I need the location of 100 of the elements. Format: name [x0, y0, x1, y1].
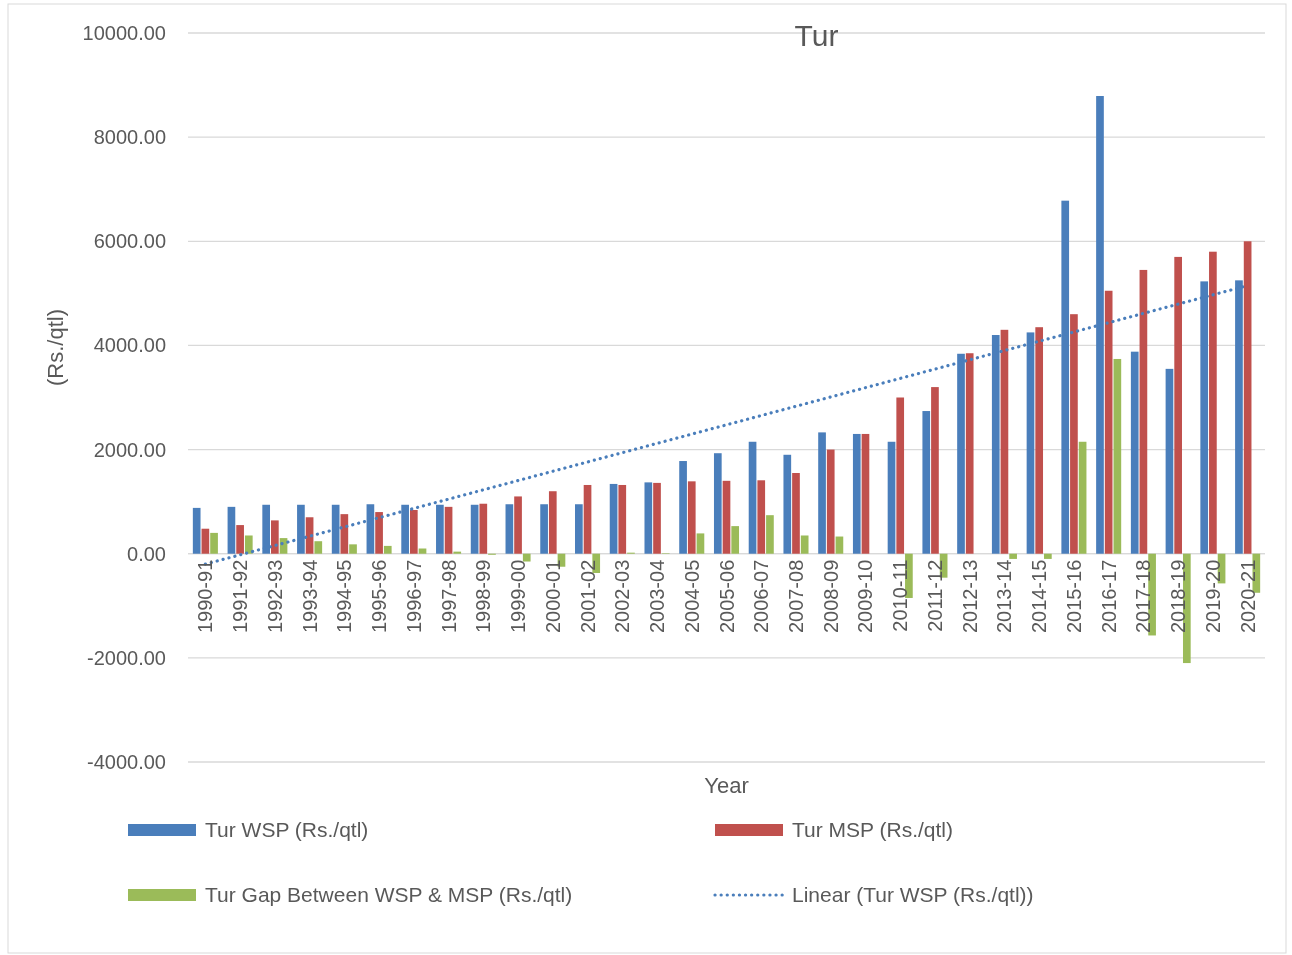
bar [210, 532, 218, 554]
bar [713, 453, 722, 554]
bar [887, 441, 896, 554]
x-tick-label: 2019-20 [1201, 559, 1224, 634]
y-tick-label: 6000.00 [93, 230, 166, 253]
x-tick-label: 1996-97 [402, 559, 425, 634]
x-tick-label: 1997-98 [437, 559, 460, 634]
bar [383, 545, 392, 554]
bar [1035, 327, 1044, 554]
y-tick-label: 2000.00 [93, 438, 166, 461]
bar [401, 504, 409, 554]
x-tick-label: 2000-01 [541, 559, 564, 634]
x-tick-label: 2007-08 [784, 559, 807, 634]
bar [800, 535, 809, 554]
x-tick-label: 1999-00 [507, 559, 530, 634]
chart-title: Tur [794, 19, 839, 52]
legend-label: Tur WSP (Rs./qtl) [205, 818, 369, 842]
bar [1009, 553, 1017, 559]
legend-label: Tur Gap Between WSP & MSP (Rs./qtl) [205, 883, 573, 907]
x-tick-label: 2006-07 [750, 559, 773, 634]
bar [1174, 256, 1182, 554]
bar [818, 432, 826, 554]
x-tick-label: 1994-95 [333, 559, 356, 634]
x-tick-label: 2005-06 [715, 559, 738, 634]
bar [1000, 329, 1009, 554]
bar [297, 504, 305, 554]
bar [366, 504, 375, 554]
bar [227, 506, 236, 554]
bar [644, 482, 653, 554]
x-tick-label: 1990-91 [194, 559, 217, 634]
bar [1104, 290, 1113, 554]
bar [583, 484, 592, 554]
bar [731, 526, 740, 554]
bar [766, 515, 774, 554]
x-tick-label: 1992-93 [263, 559, 286, 634]
bar [470, 504, 479, 554]
bar [540, 504, 548, 554]
bar [1165, 368, 1174, 554]
bar [548, 491, 557, 554]
bar [1026, 332, 1035, 554]
bar [1070, 314, 1078, 554]
bar [835, 536, 844, 554]
x-tick-label: 2009-10 [854, 559, 877, 634]
bar [192, 507, 201, 554]
bar [1078, 441, 1087, 554]
bar [679, 461, 687, 554]
bar [1139, 269, 1148, 554]
x-tick-label: 2001-02 [576, 559, 599, 634]
bar [965, 353, 974, 554]
x-tick-label: 2016-17 [1097, 559, 1120, 634]
y-tick-label: 10000.00 [82, 22, 166, 44]
x-tick-label: 2002-03 [611, 559, 634, 634]
bar [236, 525, 244, 554]
x-tick-label: 2010-11 [889, 559, 912, 632]
x-axis-title: Year [704, 773, 749, 798]
x-tick-label: 2011-12 [923, 559, 946, 632]
x-tick-label: 2018-19 [1167, 559, 1190, 634]
x-tick-label: 2004-05 [680, 559, 703, 634]
bar [271, 520, 279, 554]
bar [757, 480, 766, 554]
bar [957, 353, 965, 554]
bar [349, 544, 357, 554]
bar [575, 504, 583, 554]
x-tick-label: 2017-18 [1132, 559, 1155, 634]
bar [244, 535, 253, 554]
bar [653, 482, 661, 554]
bar [696, 533, 705, 554]
x-tick-label: 2008-09 [819, 559, 842, 634]
bar [792, 473, 800, 554]
bar [444, 506, 453, 554]
x-tick-label: 2013-14 [993, 559, 1016, 634]
bar [991, 335, 1000, 554]
y-tick-label: -4000.00 [87, 751, 166, 773]
legend-label: Tur MSP (Rs./qtl) [792, 818, 954, 842]
bar [514, 496, 522, 554]
bar [505, 504, 514, 554]
bar [783, 454, 792, 554]
bar [931, 387, 939, 554]
bar [409, 509, 418, 554]
bar [262, 504, 271, 554]
bar [1130, 351, 1139, 554]
x-tick-label: 1993-94 [298, 559, 321, 634]
bar [314, 541, 323, 554]
bar [861, 433, 870, 554]
bar [201, 528, 210, 554]
x-tick-label: 2003-04 [646, 559, 669, 634]
x-tick-label: 2015-16 [1062, 559, 1085, 634]
bar [687, 481, 696, 554]
bar [453, 551, 462, 554]
x-tick-label: 1995-96 [368, 559, 391, 634]
bar [748, 441, 757, 554]
bar [609, 483, 618, 554]
x-tick-label: 2012-13 [958, 559, 981, 634]
bar [340, 514, 349, 554]
bar [826, 449, 835, 554]
bar [436, 504, 444, 554]
bar [1044, 553, 1052, 559]
bar [1113, 358, 1122, 554]
bar [722, 480, 731, 554]
y-axis-title: (Rs./qtl) [42, 309, 68, 386]
